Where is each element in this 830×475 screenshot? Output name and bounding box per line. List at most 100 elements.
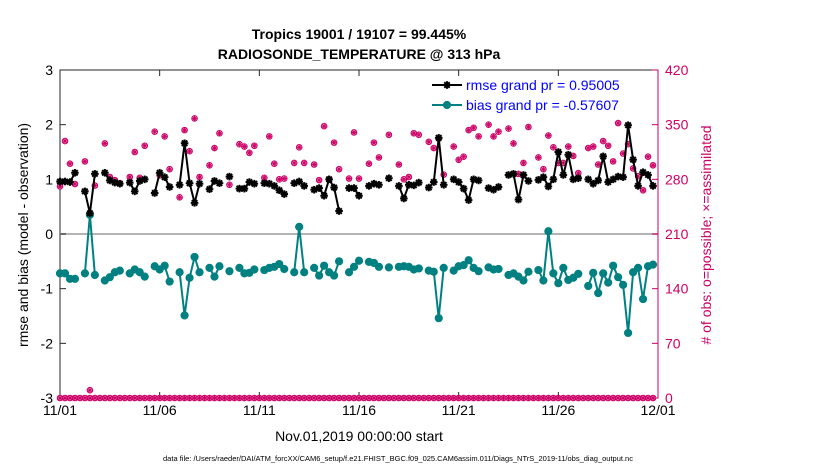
- obs-rejected-point: [385, 394, 393, 402]
- legend-rmse-marker: [443, 81, 451, 89]
- obs-possible-point: [505, 125, 512, 132]
- obs-assimilated-point: [595, 161, 601, 168]
- obs-assimilated-point: [336, 166, 342, 172]
- rmse-point: [185, 179, 194, 187]
- obs-rejected-point: [157, 395, 163, 401]
- rmse-point: [494, 183, 503, 191]
- obs-rejected-point: [356, 395, 362, 401]
- obs-rejected-point: [196, 395, 203, 401]
- chart-title-line2: RADIOSONDE_TEMPERATURE @ 313 hPa: [218, 46, 501, 62]
- obs-possible-point: [535, 154, 542, 161]
- rmse-point: [215, 179, 224, 187]
- rmse-point: [624, 121, 632, 130]
- obs-possible-point: [649, 161, 657, 169]
- rmse-point: [509, 170, 518, 178]
- rmse-point: [91, 170, 99, 178]
- obs-rejected-point: [371, 395, 377, 401]
- obs-assimilated-point: [276, 176, 282, 182]
- obs-assimilated-point: [132, 149, 138, 155]
- obs-assimilated-point: [411, 130, 417, 136]
- obs-possible-point: [176, 193, 183, 201]
- rmse-point: [355, 191, 363, 200]
- obs-assimilated-point: [351, 129, 357, 136]
- obs-rejected-point: [495, 394, 502, 402]
- obs-possible-point: [141, 142, 149, 150]
- obs-rejected-point: [525, 394, 532, 402]
- obs-rejected-point: [107, 395, 113, 401]
- obs-rejected-point: [574, 394, 582, 402]
- rmse-point: [594, 176, 602, 185]
- obs-possible-point: [101, 140, 109, 147]
- bias-point: [624, 328, 633, 338]
- rmse-point: [434, 133, 443, 142]
- obs-possible-point: [275, 176, 283, 183]
- bias-point: [459, 261, 468, 270]
- chart-title-line1: Tropics 19001 / 19107 = 99.445%: [252, 26, 467, 42]
- obs-assimilated-point: [82, 158, 88, 164]
- y-tick-label-right: 350: [665, 117, 689, 133]
- obs-rejected-point: [186, 395, 193, 401]
- rmse-point: [439, 181, 448, 189]
- obs-possible-point: [455, 156, 462, 164]
- obs-assimilated-point: [266, 133, 272, 139]
- rmse-point: [66, 178, 74, 186]
- obs-assimilated-point: [476, 133, 482, 139]
- x-axis-label: Nov.01,2019 00:00:00 start: [275, 428, 443, 444]
- obs-possible-point: [430, 144, 438, 152]
- obs-rejected-point: [376, 395, 382, 401]
- obs-possible-point: [315, 176, 323, 184]
- obs-assimilated-point: [281, 175, 287, 182]
- obs-possible-point: [191, 115, 198, 122]
- obs-assimilated-point: [505, 125, 512, 132]
- obs-rejected-point: [251, 395, 257, 401]
- obs-possible-point: [385, 131, 393, 139]
- obs-rejected-point: [495, 395, 502, 401]
- obs-possible-point: [300, 159, 308, 167]
- bias-point: [599, 269, 608, 278]
- obs-rejected-point: [191, 395, 198, 401]
- obs-possible-point: [335, 165, 343, 173]
- bias-point: [329, 271, 339, 280]
- bias-point: [544, 227, 553, 236]
- obs-rejected-point: [525, 395, 532, 401]
- bias-point: [210, 272, 219, 281]
- obs-possible-point: [510, 140, 517, 147]
- obs-rejected-point: [196, 394, 203, 402]
- rmse-point: [325, 175, 333, 184]
- obs-assimilated-point: [416, 132, 422, 138]
- obs-possible-point: [320, 122, 328, 130]
- rmse-point: [649, 182, 657, 190]
- obs-rejected-point: [226, 394, 233, 402]
- rmse-point: [280, 190, 289, 198]
- obs-assimilated-point: [461, 154, 467, 160]
- bias-point: [614, 273, 623, 282]
- obs-assimilated-point: [590, 143, 596, 150]
- bias-point: [190, 252, 199, 262]
- obs-rejected-point: [490, 395, 497, 401]
- x-tick-label: 11/01: [43, 402, 77, 418]
- obs-rejected-point: [396, 395, 402, 401]
- y-tick-label-left: 2: [45, 117, 53, 133]
- obs-assimilated-point: [406, 174, 412, 180]
- obs-rejected-point: [476, 395, 482, 401]
- obs-rejected-point: [311, 395, 317, 401]
- obs-assimilated-point: [356, 175, 362, 182]
- x-tick-label: 11/21: [442, 402, 476, 418]
- obs-assimilated-point: [196, 174, 203, 180]
- obs-assimilated-point: [296, 144, 302, 150]
- rmse-point: [101, 168, 109, 177]
- bias-point: [250, 265, 259, 274]
- obs-assimilated-point: [102, 140, 108, 147]
- bias-point: [439, 263, 448, 272]
- obs-rejected-point: [335, 394, 343, 402]
- rmse-point: [589, 179, 598, 188]
- rmse-point: [250, 179, 259, 188]
- obs-assimilated-point: [645, 154, 651, 160]
- y-axis-label-right: # of obs: o=possible; ×=assimilated: [698, 125, 714, 344]
- rmse-point: [81, 187, 89, 196]
- obs-assimilated-point: [525, 124, 532, 130]
- bias-point: [519, 276, 528, 285]
- obs-rejected-point: [415, 394, 423, 402]
- bias-point: [215, 262, 224, 271]
